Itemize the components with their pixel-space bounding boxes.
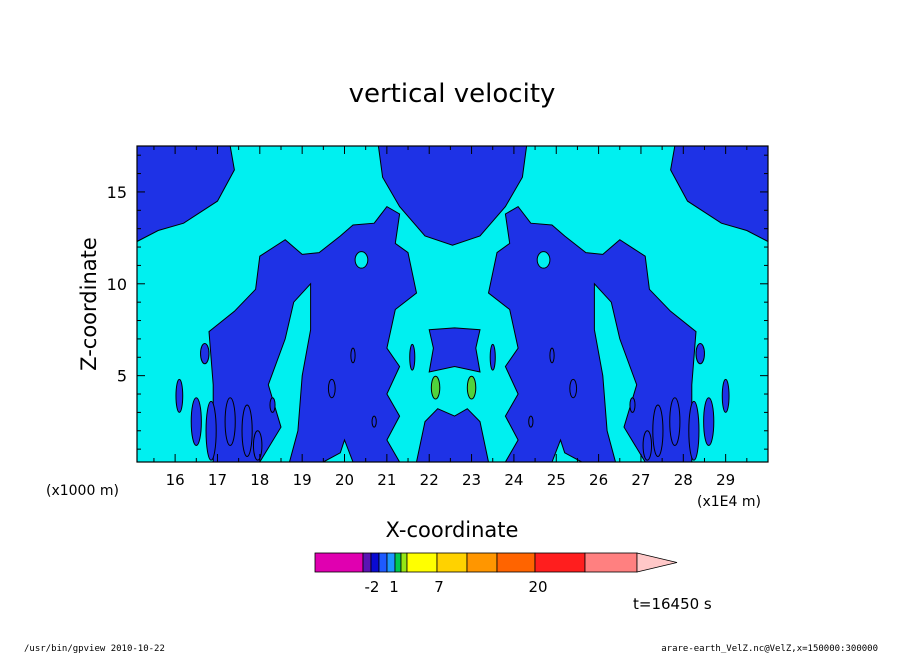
negative-blob: [252, 430, 263, 461]
colorbar-segment: [436, 552, 468, 573]
x-axis: 16 17 18 19 20 21 22 23 24 25 26 27 28 29: [153, 146, 748, 489]
x-tick-label: 19: [293, 471, 312, 489]
colorbar-segment: [496, 552, 536, 573]
x-tick-label: 18: [250, 471, 269, 489]
negative-blob: [200, 343, 210, 365]
chart-title: vertical velocity: [349, 79, 556, 109]
negative-blob: [629, 397, 636, 413]
negative-region: [487, 205, 697, 463]
negative-blob: [175, 378, 184, 413]
x-tick-label: 20: [335, 471, 354, 489]
colorbar-labels: -2 1 7 20: [365, 578, 548, 596]
x-tick-label: 23: [462, 471, 481, 489]
negative-region: [415, 408, 490, 463]
x-tick-label: 24: [504, 471, 523, 489]
x-tick-label: 25: [547, 471, 566, 489]
colorbar-segment: [314, 552, 364, 573]
x-tick-label: 22: [420, 471, 439, 489]
colorbar-label: 20: [528, 578, 547, 596]
plot-frame: [136, 145, 769, 463]
positive-hole: [354, 251, 369, 269]
x-tick-label: 28: [674, 471, 693, 489]
negative-blob: [205, 400, 217, 461]
colorbar-segment: [394, 552, 402, 573]
x-tick-label: 27: [631, 471, 650, 489]
negative-blob: [695, 343, 705, 365]
colorbar-segment: [584, 552, 638, 573]
negative-blob: [528, 415, 534, 428]
positive-strong-cell: [430, 375, 441, 400]
negative-blob: [549, 347, 555, 364]
positive-strong-cell: [466, 375, 477, 400]
positive-hole: [536, 251, 551, 269]
negative-blob: [642, 430, 653, 461]
y-tick-label: 10: [107, 275, 127, 294]
colorbar: [314, 552, 678, 573]
negative-region: [670, 145, 769, 243]
colorbar-segment: [370, 552, 380, 573]
colorbar-label: -2: [365, 578, 380, 596]
negative-blob: [371, 415, 377, 428]
y-axis: 5 10 15: [107, 154, 768, 450]
negative-blob: [569, 378, 578, 399]
colorbar-label: 7: [434, 578, 444, 596]
negative-region: [208, 205, 418, 463]
negative-blob: [327, 378, 336, 399]
negative-blob: [489, 343, 496, 371]
colorbar-arrow: [636, 552, 678, 573]
y-axis-label: Z-coordinate: [77, 237, 101, 371]
negative-blob: [409, 343, 416, 371]
negative-region: [136, 145, 235, 243]
colorbar-segment: [466, 552, 498, 573]
colorbar-segment: [406, 552, 438, 573]
x-axis-label: X-coordinate: [386, 518, 519, 542]
negative-blob: [652, 404, 664, 457]
negative-blob: [688, 400, 700, 461]
x-tick-label: 21: [377, 471, 396, 489]
time-label: t=16450 s: [633, 595, 712, 613]
negative-region: [377, 145, 528, 246]
colorbar-segment: [386, 552, 396, 573]
x-scale-note-right: (x1E4 m): [697, 494, 761, 510]
colorbar-segment: [400, 552, 408, 573]
x-tick-label: 26: [589, 471, 608, 489]
negative-blob: [241, 404, 253, 457]
x-tick-label: 29: [716, 471, 735, 489]
negative-blob: [190, 397, 202, 446]
negative-blob: [269, 397, 276, 413]
x-scale-note-left: (x1000 m): [46, 483, 119, 499]
colorbar-segment: [378, 552, 388, 573]
negative-blob: [703, 397, 715, 446]
negative-blob: [224, 397, 236, 446]
colorbar-segment: [534, 552, 586, 573]
colorbar-segment: [362, 552, 372, 573]
negative-blob: [350, 347, 356, 364]
footer-right: arare-earth_VelZ.nc@VelZ,x=150000:300000: [661, 644, 878, 654]
negative-blob: [721, 378, 730, 413]
negative-region: [428, 327, 481, 373]
x-tick-label: 17: [208, 471, 227, 489]
y-tick-label: 5: [117, 367, 127, 386]
contour-regions: [136, 145, 769, 463]
negative-blob: [669, 397, 681, 446]
footer-left: /usr/bin/gpview 2010-10-22: [24, 644, 165, 654]
colorbar-label: 1: [389, 578, 399, 596]
x-tick-label: 16: [166, 471, 185, 489]
y-tick-label: 15: [107, 183, 127, 202]
